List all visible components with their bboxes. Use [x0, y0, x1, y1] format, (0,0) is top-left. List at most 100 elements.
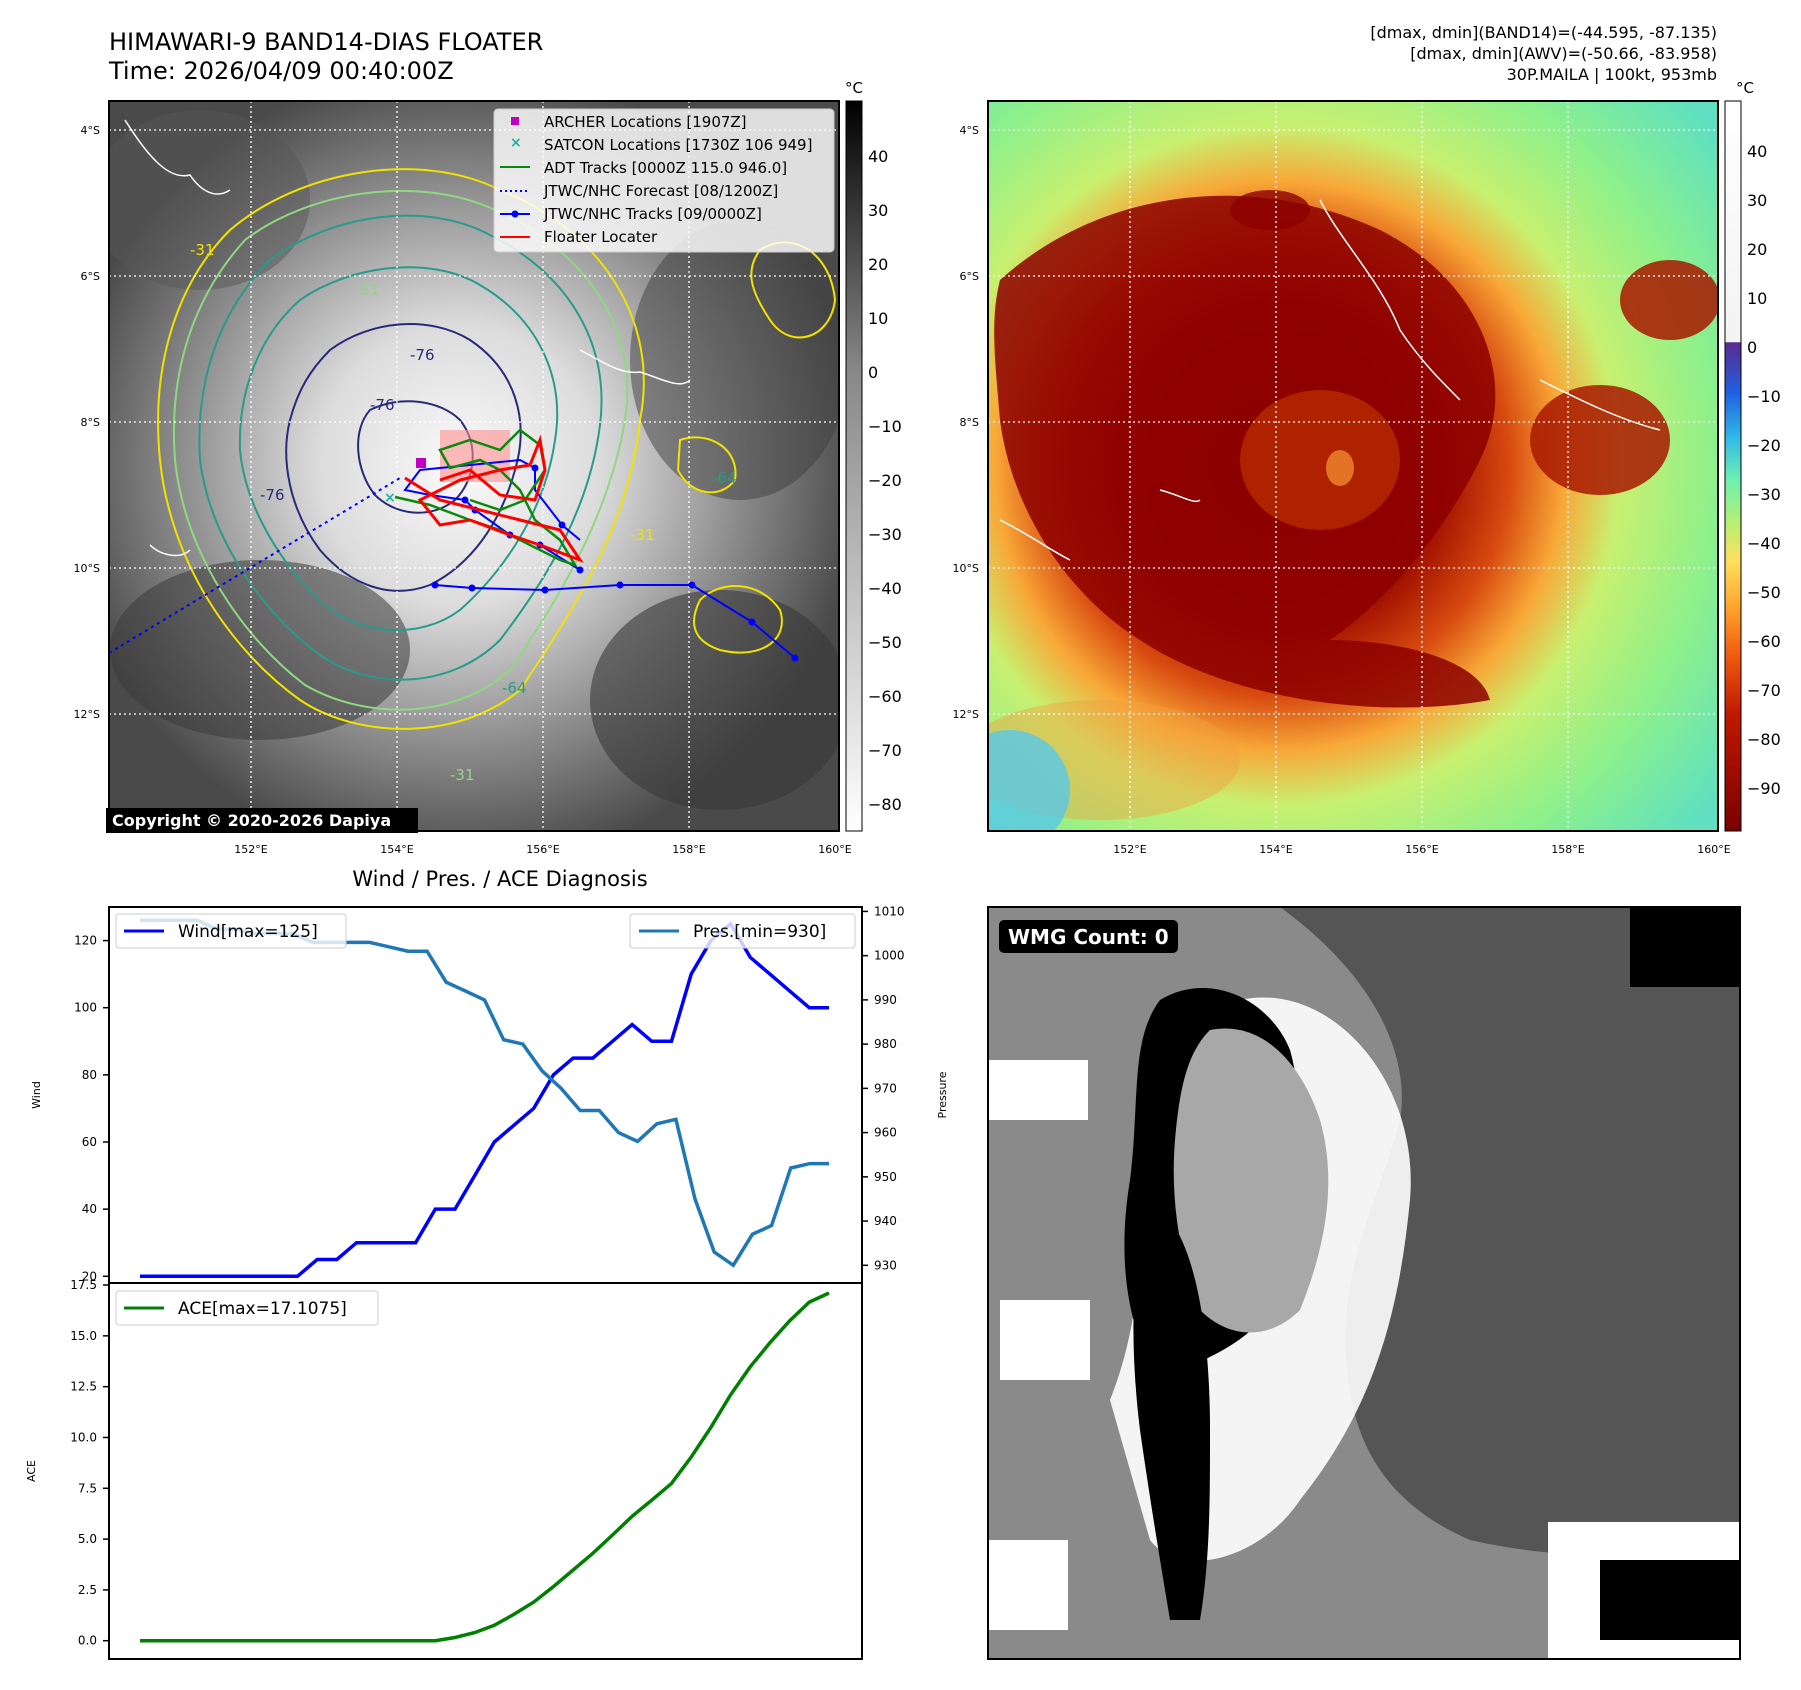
pressure-tick-label: 950: [874, 1170, 897, 1184]
map-legend: × ARCHER Locations [1907Z] SATCON Locati…: [493, 108, 835, 253]
ace-tick-label: 0.0: [78, 1634, 97, 1648]
wind-legend: Wind[max=125]: [115, 913, 347, 949]
svg-text:-31: -31: [450, 766, 475, 784]
ir-colorbar-unit: °C: [845, 79, 863, 97]
pressure-tick-label: 980: [874, 1037, 897, 1051]
pressure-tick-label: 940: [874, 1214, 897, 1228]
svg-text:30: 30: [1747, 191, 1767, 210]
wind-tick-label: 100: [74, 1001, 97, 1015]
ir-colorbar: °C 40 30 20 10 0 −10 −20 −30 −40 −50 −60…: [845, 79, 902, 832]
svg-text:-76: -76: [260, 486, 285, 504]
ir-lon-labels: 152°E 154°E 156°E 158°E 160°E: [234, 843, 851, 856]
svg-text:152°E: 152°E: [1113, 843, 1146, 856]
svg-text:154°E: 154°E: [1259, 843, 1292, 856]
svg-text:4°S: 4°S: [81, 124, 100, 137]
svg-text:−20: −20: [868, 471, 902, 490]
svg-text:152°E: 152°E: [234, 843, 267, 856]
svg-text:−20: −20: [1747, 436, 1781, 455]
legend-archer-swatch: [511, 117, 519, 125]
svg-text:156°E: 156°E: [1405, 843, 1438, 856]
pressure-tick-label: 960: [874, 1126, 897, 1140]
pressure-tick-label: 990: [874, 993, 897, 1007]
jtwc-forecast-track: [109, 477, 401, 654]
svg-text:156°E: 156°E: [526, 843, 559, 856]
svg-text:-64: -64: [502, 679, 527, 697]
ir-colorbar-ticks: 40 30 20 10 0 −10 −20 −30 −40 −50 −60 −7…: [868, 147, 902, 814]
legend-item: SATCON Locations [1730Z 106 949]: [544, 136, 812, 154]
wind-pressure-frame: [108, 906, 863, 1284]
ace-series-line: [140, 1291, 830, 1643]
svg-text:4°S: 4°S: [960, 124, 979, 137]
svg-text:10°S: 10°S: [74, 562, 100, 575]
svg-text:8°S: 8°S: [81, 416, 100, 429]
figure-timestamp: Time: 2026/04/09 00:40:00Z: [108, 57, 454, 85]
copyright-badge: [106, 808, 418, 833]
ace-legend: ACE[max=17.1075]: [115, 1290, 379, 1326]
awv-map-frame: [987, 100, 1719, 832]
ace-tick-label: 17.5: [70, 1278, 97, 1292]
band14-range: [dmax, dmin](BAND14)=(-44.595, -87.135): [1370, 23, 1717, 42]
wmg-frame: [987, 906, 1741, 1660]
svg-text:160°E: 160°E: [818, 843, 851, 856]
wmg-badge: [999, 920, 1178, 953]
legend-item: JTWC/NHC Forecast [08/1200Z]: [543, 182, 778, 200]
svg-text:40: 40: [1747, 142, 1767, 161]
ace-tick-label: 10.0: [70, 1430, 97, 1444]
ace-tick-label: 15.0: [70, 1329, 97, 1343]
ace-tick-label: 2.5: [78, 1583, 97, 1597]
wind-tick-label: 120: [74, 934, 97, 948]
svg-text:158°E: 158°E: [672, 843, 705, 856]
storm-info: 30P.MAILA | 100kt, 953mb: [1507, 65, 1717, 84]
ace-yaxis-ticks: 0.0 2.5 5.0 7.5 10.0 12.5 15.0 17.5: [70, 1278, 109, 1648]
ace-chart: 0.0 2.5 5.0 7.5 10.0 12.5 15.0 17.5 ACE ACE[max…: [25, 1278, 863, 1660]
ir-map-frame: [108, 100, 840, 832]
wind-tick-label: 20: [82, 1269, 97, 1283]
svg-text:10: 10: [868, 309, 888, 328]
svg-text:12°S: 12°S: [74, 708, 100, 721]
svg-text:−10: −10: [868, 417, 902, 436]
ace-tick-label: 7.5: [78, 1481, 97, 1495]
ir-lat-labels: 4°S 6°S 8°S 10°S 12°S: [74, 124, 100, 721]
svg-text:−90: −90: [1747, 779, 1781, 798]
diagnosis-title: Wind / Pres. / ACE Diagnosis: [352, 867, 647, 891]
svg-text:6°S: 6°S: [81, 270, 100, 283]
svg-text:6°S: 6°S: [960, 270, 979, 283]
copyright-text: Copyright © 2020-2026 Dapiya: [112, 811, 391, 830]
wind-tick-label: 40: [82, 1202, 97, 1216]
svg-text:−70: −70: [868, 741, 902, 760]
svg-text:-31: -31: [190, 241, 215, 259]
wmg-panel: WMG Count: 0: [987, 906, 1741, 1660]
svg-text:0: 0: [868, 363, 878, 382]
wind-tick-label: 60: [82, 1135, 97, 1149]
svg-text:-64: -64: [712, 469, 737, 487]
ace-legend-label: ACE[max=17.1075]: [178, 1299, 347, 1319]
legend-item: ARCHER Locations [1907Z]: [544, 113, 747, 131]
svg-text:154°E: 154°E: [380, 843, 413, 856]
wind-tick-label: 80: [82, 1068, 97, 1082]
svg-text:10°S: 10°S: [953, 562, 979, 575]
svg-text:0: 0: [1747, 338, 1757, 357]
archer-location-marker: [416, 458, 426, 468]
contour-labels: -31 -31 -31 -76 -76 -76 -64 -64 -31: [190, 241, 737, 784]
awv-lon-labels: 152°E 154°E 156°E 158°E 160°E: [1113, 843, 1730, 856]
legend-item: Floater Locater: [544, 228, 658, 246]
svg-text:40: 40: [868, 147, 888, 166]
pressure-yaxis-ticks: 930 940 950 960 970 980 990 1000 1010: [862, 904, 905, 1272]
figure-title: HIMAWARI-9 BAND14-DIAS FLOATER: [109, 28, 543, 56]
legend-satcon-swatch: ×: [510, 135, 522, 151]
awv-colorbar: °C 40 30 20 10 0 −10 −20 −30 −40 −50 −60…: [1724, 79, 1781, 832]
ir-map-panel: -31 -31 -31 -76 -76 -76 -64 -64 -31: [74, 79, 902, 856]
svg-text:30: 30: [868, 201, 888, 220]
svg-text:20: 20: [1747, 240, 1767, 259]
svg-text:−30: −30: [868, 525, 902, 544]
floater-track: [404, 434, 584, 564]
pressure-tick-label: 970: [874, 1081, 897, 1095]
pressure-tick-label: 930: [874, 1258, 897, 1272]
pressure-legend-label: Pres.[min=930]: [693, 922, 826, 942]
svg-text:-76: -76: [410, 346, 435, 364]
awv-coastline: [1319, 199, 1461, 401]
legend-item: JTWC/NHC Tracks [09/0000Z]: [543, 205, 762, 223]
satcon-location-marker: ×: [384, 490, 396, 506]
svg-text:−40: −40: [868, 579, 902, 598]
pressure-tick-label: 1000: [874, 949, 905, 963]
